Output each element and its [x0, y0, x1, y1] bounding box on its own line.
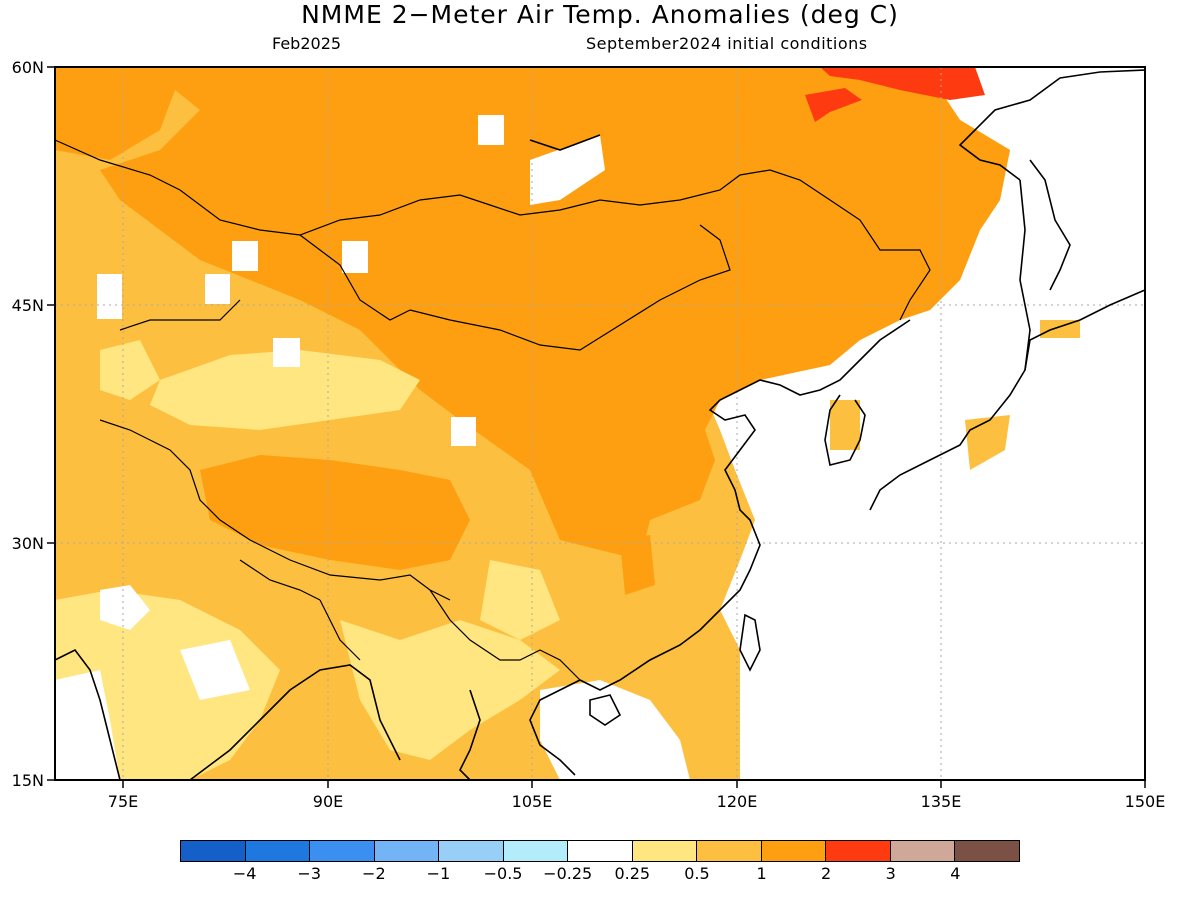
lat-label-15n: 15N — [11, 771, 44, 790]
legend-tick-label: 1 — [756, 864, 767, 883]
legend-tick-label: −0.25 — [543, 864, 593, 883]
legend-swatch — [955, 841, 1019, 861]
legend-swatch — [761, 841, 827, 861]
color-legend-ticks: −4 −3 −2 −1 −0.5 −0.25 0.25 0.5 1 2 3 4 — [180, 864, 1020, 884]
initial-conditions: September2024 initial conditions — [586, 34, 868, 53]
map-frame — [54, 66, 1146, 781]
axis-ticks — [47, 66, 1146, 788]
lat-label-45n: 45N — [11, 296, 44, 315]
legend-swatch — [890, 841, 956, 861]
legend-swatch — [826, 841, 891, 861]
legend-swatch — [568, 841, 633, 861]
borders — [54, 139, 931, 681]
coastlines — [54, 69, 1146, 781]
forecast-month: Feb2025 — [272, 34, 342, 53]
legend-swatch — [181, 841, 246, 861]
legend-swatch — [374, 841, 440, 861]
lat-label-30n: 30N — [11, 534, 44, 553]
color-legend-bar — [180, 840, 1020, 862]
legend-tick-label: 0.25 — [614, 864, 651, 883]
legend-tick-label: 4 — [950, 864, 961, 883]
legend-tick-label: −1 — [426, 864, 451, 883]
legend-swatch — [697, 841, 762, 861]
legend-swatch — [503, 841, 569, 861]
legend-tick-label: 2 — [821, 864, 832, 883]
lon-label-135e: 135E — [920, 792, 962, 811]
legend-tick-label: 0.5 — [684, 864, 710, 883]
grid-lines — [55, 67, 1145, 780]
lon-label-120e: 120E — [716, 792, 758, 811]
legend-swatch — [245, 841, 311, 861]
lon-label-105e: 105E — [511, 792, 553, 811]
lon-label-75e: 75E — [107, 792, 139, 811]
legend-tick-label: 3 — [885, 864, 896, 883]
lat-label-60n: 60N — [11, 58, 44, 77]
lon-label-90e: 90E — [312, 792, 344, 811]
legend-swatch — [310, 841, 375, 861]
lon-label-150e: 150E — [1124, 792, 1166, 811]
legend-tick-label: −3 — [297, 864, 322, 883]
legend-swatch — [632, 841, 698, 861]
legend-tick-label: −4 — [232, 864, 257, 883]
anomaly-field — [55, 67, 1145, 780]
legend-tick-label: −0.5 — [483, 864, 523, 883]
legend-swatch — [439, 841, 504, 861]
map-title: NMME 2−Meter Air Temp. Anomalies (deg C) — [301, 0, 899, 29]
legend-tick-label: −2 — [362, 864, 386, 883]
